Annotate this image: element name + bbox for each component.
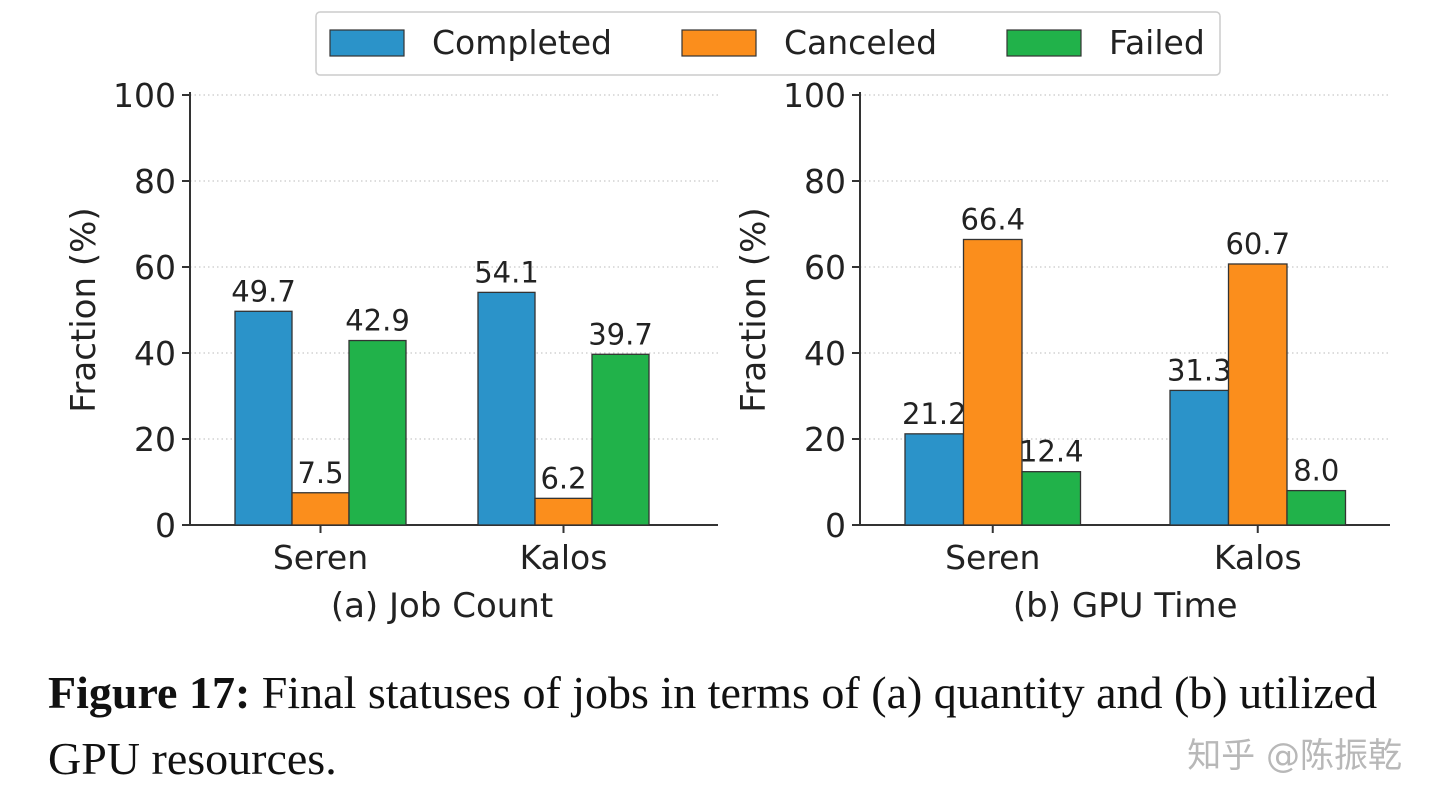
data-label: 6.2 <box>540 461 586 495</box>
bar-failed-seren <box>1021 471 1082 526</box>
data-label: 54.1 <box>474 255 539 289</box>
data-label: 42.9 <box>345 304 410 338</box>
figure: Completed Canceled Failed 0 20 40 60 80 100 Fract… <box>64 11 1390 626</box>
y-axis-label: Fraction (%) <box>734 207 774 412</box>
x-tick-label: Kalos <box>1214 538 1302 577</box>
bar-canceled-kalos <box>1227 263 1288 526</box>
y-tick-label: 80 <box>134 162 176 201</box>
data-label: 39.7 <box>588 317 653 351</box>
legend-label-canceled: Canceled <box>784 23 937 62</box>
bar-completed-kalos <box>1169 389 1230 526</box>
y-tick-label: 100 <box>783 76 846 115</box>
bar-canceled-seren <box>962 238 1023 526</box>
legend-label-failed: Failed <box>1109 23 1205 62</box>
x-tick-label: Seren <box>273 538 368 577</box>
y-tick-label: 60 <box>804 248 846 287</box>
y-tick-label: 60 <box>134 248 176 287</box>
data-label: 21.2 <box>902 397 967 431</box>
figure-caption: Figure 17: Final statuses of jobs in ter… <box>48 660 1418 792</box>
legend-swatch-completed <box>329 29 405 57</box>
subplot-title: (a) Job Count <box>331 586 553 626</box>
legend-label-completed: Completed <box>432 23 612 62</box>
data-label: 7.5 <box>297 456 343 490</box>
y-tick-label: 0 <box>825 506 846 545</box>
y-tick-label: 80 <box>804 162 846 201</box>
legend-swatch-canceled <box>681 29 757 57</box>
legend-swatch-failed <box>1006 29 1082 57</box>
y-tick-label: 100 <box>113 76 176 115</box>
bar-completed-seren <box>234 310 293 526</box>
bar-canceled-seren <box>291 492 350 526</box>
y-tick-label: 20 <box>804 420 846 459</box>
x-tick-label: Kalos <box>520 538 608 577</box>
y-tick-label: 20 <box>134 420 176 459</box>
data-label: 60.7 <box>1225 227 1290 261</box>
bar-failed-kalos <box>1286 489 1347 526</box>
caption-label: Figure 17: <box>48 667 251 718</box>
caption-text: Final statuses of jobs in terms of (a) q… <box>48 667 1378 784</box>
y-tick-label: 40 <box>134 334 176 373</box>
bar-failed-seren <box>348 339 407 526</box>
data-label: 8.0 <box>1293 454 1339 488</box>
y-tick-label: 0 <box>155 506 176 545</box>
y-tick-label: 40 <box>804 334 846 373</box>
data-label: 12.4 <box>1019 435 1084 469</box>
data-label: 31.3 <box>1167 353 1232 387</box>
bar-canceled-kalos <box>534 497 593 526</box>
subplot-title: (b) GPU Time <box>1013 586 1238 626</box>
bar-completed-kalos <box>477 291 536 526</box>
x-tick-label: Seren <box>945 538 1040 577</box>
bar-completed-seren <box>904 433 965 526</box>
data-label: 66.4 <box>960 202 1025 236</box>
legend-box <box>315 11 1221 76</box>
data-label: 49.7 <box>231 274 296 308</box>
y-axis-label: Fraction (%) <box>64 207 104 412</box>
watermark: 知乎 @陈振乾 <box>1187 736 1402 776</box>
bar-failed-kalos <box>591 353 650 526</box>
